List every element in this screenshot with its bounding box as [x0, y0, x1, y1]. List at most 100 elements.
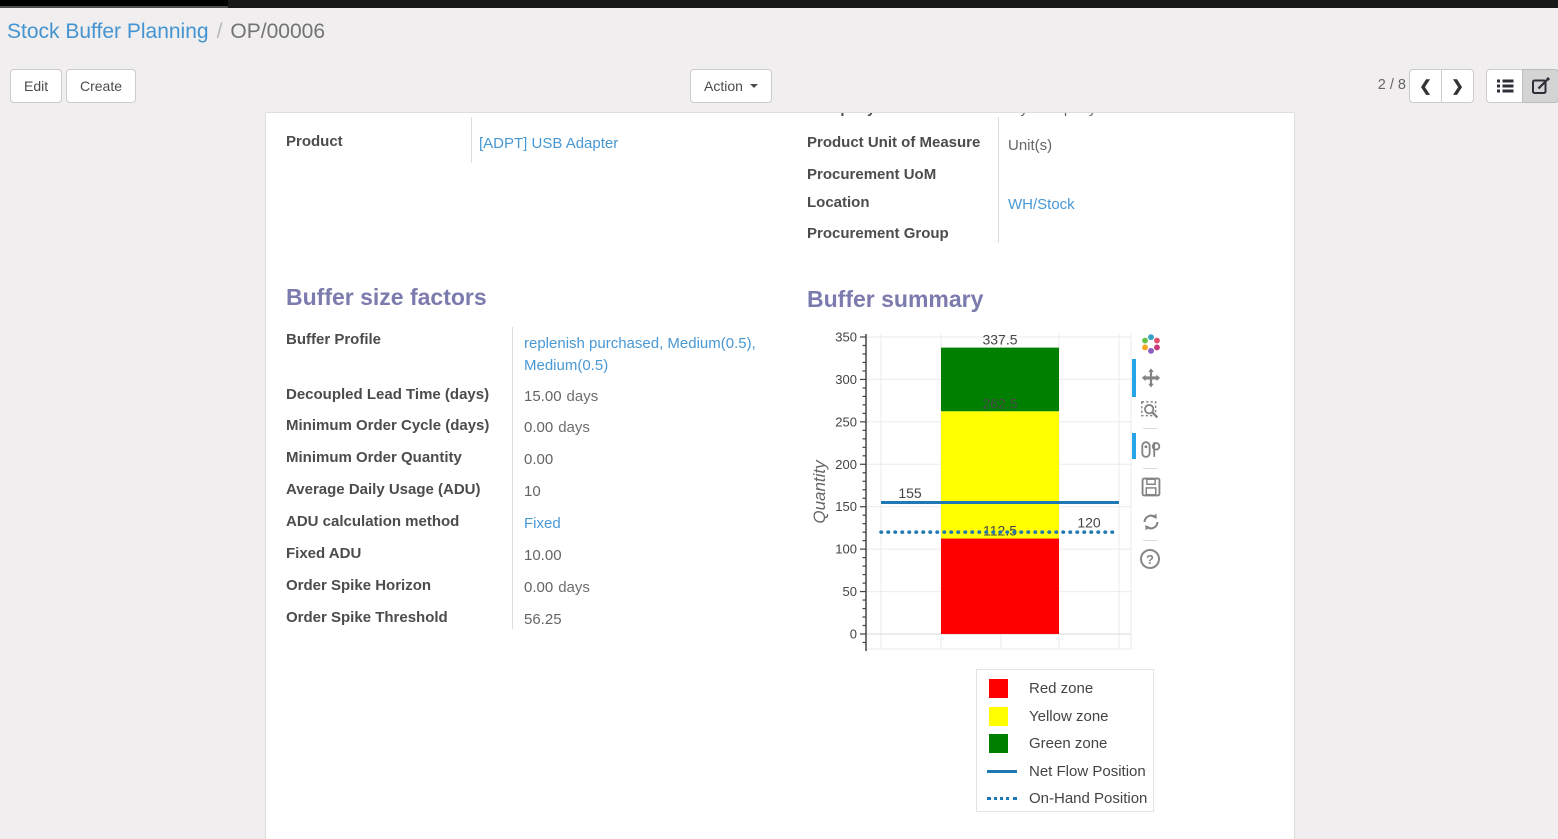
- company-value-clipped: My Company: [1008, 113, 1096, 117]
- legend-item[interactable]: Yellow zone: [987, 703, 1153, 731]
- value-number: 0.00: [524, 579, 554, 596]
- minimum-order-quantity-label: Minimum Order Quantity: [286, 449, 462, 466]
- compare-hover-icon[interactable]: [1140, 439, 1162, 461]
- legend-label: Green zone: [1029, 735, 1108, 753]
- chevron-right-icon: ❯: [1451, 78, 1464, 95]
- y-tick-label: 100: [835, 542, 857, 557]
- save-icon[interactable]: [1140, 476, 1162, 498]
- pager-value[interactable]: 2 / 8: [1377, 77, 1406, 93]
- buffer-summary-heading: Buffer summary: [807, 286, 984, 312]
- fixed-adu-value: 10.00: [524, 547, 562, 564]
- list-view-button[interactable]: [1486, 69, 1523, 103]
- on-hand-position-swatch: [987, 797, 1017, 801]
- value-number: 15.00: [524, 388, 562, 405]
- fixed-adu-label: Fixed ADU: [286, 545, 362, 562]
- procurement-group-label: Procurement Group: [807, 225, 949, 242]
- breadcrumb: Stock Buffer Planning / OP/00006: [7, 20, 325, 44]
- top-navbar-menu-segment: [0, 0, 228, 8]
- order-spike-horizon-label: Order Spike Horizon: [286, 577, 432, 594]
- form-sheet: Company My Company Product [ADPT] USB Ad…: [265, 112, 1295, 839]
- decoupled-lead-time-value: 15.00 days: [524, 388, 598, 405]
- modebar-active-indicator: [1132, 433, 1136, 459]
- zone-annotation: 337.5: [982, 332, 1017, 348]
- legend-label: Net Flow Position: [1029, 762, 1146, 780]
- plotly-logo-icon[interactable]: [1140, 333, 1162, 355]
- location-value-link[interactable]: WH/Stock: [1008, 196, 1075, 213]
- legend-label: On-Hand Position: [1029, 790, 1148, 808]
- breadcrumb-current: OP/00006: [230, 20, 325, 43]
- action-dropdown-button[interactable]: Action: [690, 69, 772, 103]
- zone-annotation: 262.5: [982, 395, 1017, 411]
- legend-item[interactable]: Red zone: [987, 675, 1153, 703]
- order-spike-threshold-value: 56.25: [524, 611, 562, 628]
- minimum-order-cycle-value: 0.00 days: [524, 419, 590, 436]
- y-tick-label: 350: [835, 330, 857, 345]
- legend-item[interactable]: Net Flow Position: [987, 758, 1153, 786]
- value-unit: days: [558, 419, 590, 436]
- create-button[interactable]: Create: [66, 69, 137, 103]
- y-tick-label: 250: [835, 414, 857, 429]
- value-unit: days: [558, 579, 590, 596]
- zoom-icon[interactable]: [1140, 400, 1162, 422]
- yellow-zone-bar[interactable]: [941, 411, 1059, 539]
- net-flow-position-swatch: [987, 769, 1017, 773]
- minimum-order-quantity-value: 0.00: [524, 451, 554, 468]
- help-icon[interactable]: ?: [1140, 549, 1160, 569]
- product-value-link[interactable]: [ADPT] USB Adapter: [479, 135, 619, 152]
- modebar-separator: [1143, 468, 1158, 469]
- line-label: 155: [898, 485, 922, 501]
- y-tick-label: 0: [850, 627, 857, 642]
- order-spike-threshold-label: Order Spike Threshold: [286, 609, 448, 626]
- form-view-icon: [1531, 76, 1550, 94]
- pan-icon[interactable]: [1140, 367, 1162, 389]
- chevron-left-icon: ❮: [1419, 78, 1432, 95]
- red-zone-bar[interactable]: [941, 538, 1059, 634]
- buffer-chart-plot[interactable]: 337.5262.5112.5050100150200250300350Quan…: [810, 326, 1171, 662]
- breadcrumb-parent-link[interactable]: Stock Buffer Planning: [7, 20, 209, 43]
- edit-button[interactable]: Edit: [10, 69, 63, 103]
- red-zone-swatch: [987, 679, 1017, 699]
- value-unit: days: [566, 388, 599, 405]
- product-uom-value: Unit(s): [1008, 137, 1053, 154]
- y-tick-label: 200: [835, 457, 857, 472]
- y-tick-label: 300: [835, 372, 857, 387]
- modebar-separator: [1143, 540, 1158, 541]
- field-separator: [512, 327, 513, 629]
- field-separator: [471, 117, 472, 163]
- green-zone-swatch: [987, 734, 1017, 754]
- average-daily-usage-label: Average Daily Usage (ADU): [286, 481, 481, 498]
- chart-legend: Red zone Yellow zone Green zone Net Flow Po…: [976, 669, 1154, 812]
- legend-item[interactable]: Green zone: [987, 730, 1153, 758]
- product-uom-label: Product Unit of Measure: [807, 134, 981, 151]
- list-view-icon: [1496, 79, 1513, 93]
- field-separator: [998, 117, 999, 243]
- decoupled-lead-time-label: Decoupled Lead Time (days): [286, 386, 490, 403]
- legend-label: Yellow zone: [1029, 707, 1109, 725]
- value-number: 0.00: [524, 419, 554, 436]
- y-axis-title: Quantity: [811, 459, 829, 524]
- buffer-profile-label: Buffer Profile: [286, 331, 382, 348]
- action-label: Action: [704, 78, 743, 94]
- modebar-separator: [1143, 428, 1158, 429]
- breadcrumb-separator: /: [216, 20, 223, 43]
- minimum-order-cycle-label: Minimum Order Cycle (days): [286, 417, 490, 434]
- pager-previous-button[interactable]: ❮: [1409, 69, 1442, 103]
- yellow-zone-swatch: [987, 706, 1017, 726]
- y-tick-label: 150: [835, 499, 857, 514]
- product-label: Product: [286, 133, 343, 150]
- form-view-button[interactable]: [1522, 69, 1558, 103]
- company-label-clipped: Company: [807, 113, 875, 117]
- green-zone-bar[interactable]: [941, 347, 1059, 412]
- line-label: 120: [1077, 515, 1101, 531]
- y-tick-label: 50: [843, 584, 857, 599]
- adu-calculation-method-value-link[interactable]: Fixed: [524, 515, 561, 532]
- adu-calculation-method-label: ADU calculation method: [286, 513, 460, 530]
- pager-next-button[interactable]: ❯: [1441, 69, 1474, 103]
- buffer-summary-chart[interactable]: 337.5262.5112.5050100150200250300350Quan…: [810, 326, 1171, 816]
- reset-axes-icon[interactable]: [1140, 511, 1162, 533]
- procurement-uom-label: Procurement UoM: [807, 166, 937, 183]
- chart-modebar: ?: [1132, 326, 1166, 576]
- legend-item[interactable]: On-Hand Position: [987, 785, 1153, 813]
- buffer-profile-value-link[interactable]: replenish purchased, Medium(0.5), Medium…: [524, 335, 756, 374]
- order-spike-horizon-value: 0.00 days: [524, 579, 590, 596]
